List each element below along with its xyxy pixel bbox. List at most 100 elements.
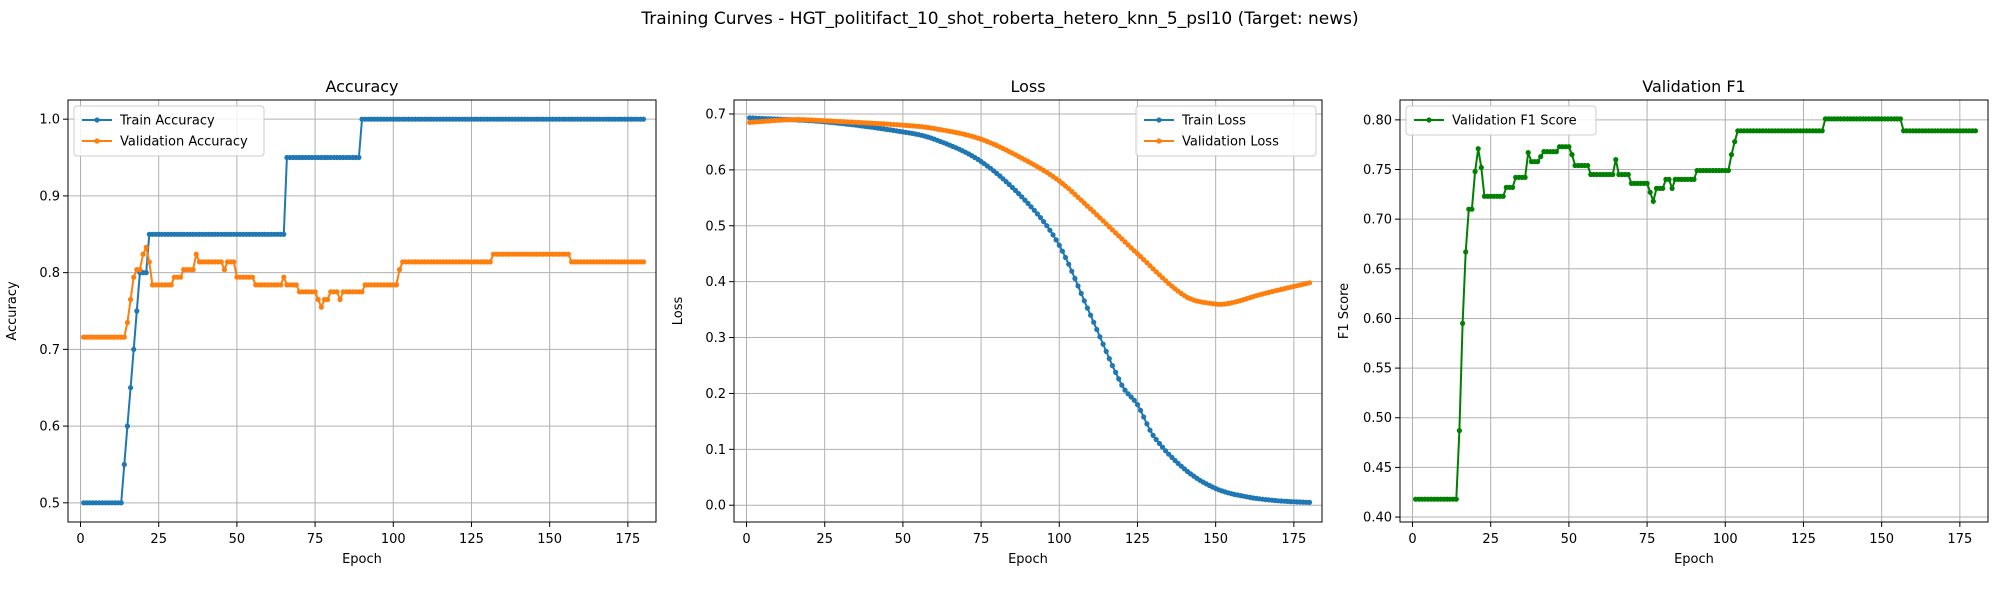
legend-marker — [1156, 138, 1162, 144]
y-tick-label: 0.60 — [1363, 312, 1392, 327]
y-axis-label: Accuracy — [5, 281, 20, 341]
x-tick-label: 0 — [76, 532, 84, 547]
data-point — [1022, 197, 1028, 203]
legend-marker — [94, 117, 100, 123]
data-point — [124, 319, 130, 326]
y-tick-label: 0.1 — [705, 443, 726, 458]
data-point — [118, 500, 124, 506]
legend-frame — [73, 105, 265, 157]
y-tick-label: 0.5 — [705, 219, 726, 234]
chart-title: Validation F1 — [1642, 77, 1745, 96]
y-tick-label: 0.4 — [705, 275, 726, 290]
x-tick-label: 150 — [1203, 532, 1228, 547]
data-point — [1069, 268, 1075, 274]
data-point — [1469, 206, 1475, 212]
data-point — [356, 154, 362, 161]
data-point — [1163, 448, 1169, 454]
data-point — [1625, 171, 1631, 178]
data-point — [1138, 407, 1144, 413]
data-point — [281, 274, 287, 280]
data-point — [1125, 391, 1131, 397]
data-point — [124, 423, 130, 429]
series-markers-1 — [1413, 116, 1979, 502]
plot-frame — [1399, 99, 1989, 523]
series-markers-2 — [81, 244, 647, 340]
data-point — [1116, 376, 1122, 382]
data-point — [1472, 168, 1478, 175]
y-tick-label: 0.70 — [1363, 213, 1392, 228]
data-point — [1166, 451, 1172, 457]
data-point — [1134, 402, 1141, 408]
data-point — [168, 282, 174, 288]
data-point — [1660, 185, 1666, 191]
x-tick-label: 25 — [150, 532, 167, 547]
data-point — [1066, 261, 1072, 267]
data-point — [131, 346, 137, 352]
data-point — [1535, 159, 1541, 165]
data-point — [1109, 363, 1115, 369]
x-tick-label: 150 — [537, 532, 562, 547]
x-tick-label: 75 — [307, 532, 324, 547]
legend-label: Train Accuracy — [119, 114, 215, 129]
x-axis-label: Epoch — [1674, 552, 1714, 567]
x-tick-label: 100 — [1047, 532, 1072, 547]
data-point — [1456, 428, 1462, 434]
data-point — [1610, 171, 1616, 178]
data-point — [143, 270, 149, 276]
y-tick-label: 1.0 — [39, 113, 60, 128]
data-point — [1094, 326, 1100, 333]
data-point — [1037, 215, 1044, 221]
series-markers-1 — [81, 116, 647, 506]
y-tick-label: 0.7 — [705, 107, 726, 122]
data-point — [1041, 219, 1047, 225]
data-point — [393, 282, 399, 288]
data-point — [190, 267, 196, 273]
data-point — [1666, 176, 1672, 182]
data-point — [281, 231, 287, 237]
data-point — [1159, 444, 1166, 450]
x-tick-label: 75 — [973, 532, 990, 547]
chart-panel-1: 0 25 50 75 100 125 150 175 0.5 0.6 0.7 0.8 0.9 1.0 Acc… — [5, 77, 657, 567]
x-tick-label: 175 — [615, 532, 640, 547]
legend-marker — [94, 138, 100, 144]
y-tick-label: 0.2 — [705, 387, 726, 402]
data-point — [1585, 162, 1591, 169]
data-point — [1819, 128, 1825, 134]
legend-marker — [1156, 117, 1162, 123]
y-tick-label: 0.80 — [1363, 113, 1392, 128]
data-point — [1047, 227, 1053, 233]
data-point — [1044, 223, 1050, 229]
data-point — [1097, 334, 1103, 340]
data-point — [231, 259, 237, 265]
data-point — [1725, 167, 1731, 174]
chart-title: Loss — [1010, 77, 1045, 96]
x-tick-label: 75 — [1639, 532, 1656, 547]
legend-frame — [1405, 105, 1597, 136]
data-point — [1131, 397, 1137, 403]
data-point — [1119, 382, 1125, 388]
data-point — [1053, 237, 1059, 243]
data-point — [134, 308, 140, 314]
data-point — [1728, 152, 1735, 158]
data-point — [1081, 298, 1087, 304]
y-tick-label: 0.6 — [705, 163, 726, 178]
y-tick-label: 0.75 — [1363, 163, 1392, 178]
data-point — [1613, 157, 1619, 163]
series-markers-2 — [747, 116, 1313, 307]
series-markers-1 — [747, 115, 1313, 505]
legend-label: Train Loss — [1181, 114, 1246, 129]
data-point — [121, 334, 127, 340]
data-point — [1091, 319, 1097, 325]
data-point — [1019, 194, 1025, 200]
y-tick-label: 0.45 — [1363, 461, 1392, 476]
data-point — [128, 296, 134, 303]
data-point — [1031, 207, 1037, 213]
x-tick-label: 175 — [1947, 532, 1972, 547]
y-tick-label: 0.3 — [705, 331, 726, 346]
x-tick-label: 175 — [1281, 532, 1306, 547]
data-point — [1475, 146, 1481, 152]
data-point — [334, 289, 340, 295]
x-tick-label: 25 — [1482, 532, 1499, 547]
data-point — [1147, 427, 1153, 433]
data-point — [1144, 421, 1150, 427]
